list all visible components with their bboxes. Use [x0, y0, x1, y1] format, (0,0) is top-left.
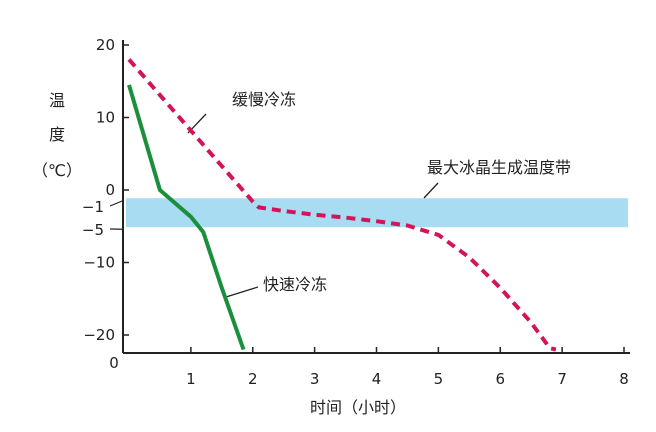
y-tick-label: −10 — [83, 254, 115, 272]
axes-layer — [109, 40, 630, 354]
x-tick-label: 1 — [186, 370, 196, 388]
series-layer — [127, 58, 557, 352]
y-tick-label: 20 — [96, 36, 115, 54]
fast-freeze-label: 快速冷冻 — [263, 275, 327, 294]
x-tick-label: 7 — [557, 370, 567, 388]
x-tick-label: 3 — [310, 370, 320, 388]
y-tick-label: −20 — [83, 326, 115, 344]
y-axis-label: 温 — [49, 91, 65, 110]
x-tick-label: 6 — [495, 370, 505, 388]
fast-freeze-line — [127, 84, 246, 351]
x-tick-label: 4 — [372, 370, 382, 388]
x-tick-label: 8 — [619, 370, 629, 388]
fast-freeze-leader — [225, 286, 259, 298]
origin-label: 0 — [109, 354, 119, 372]
y-axis-label: 度 — [49, 125, 65, 144]
x-tick-label: 5 — [434, 370, 444, 388]
band-label: 最大冰晶生成温度带 — [427, 158, 571, 177]
y-tick-label: 0 — [105, 181, 115, 199]
labels-layer: 20 10 0 −10 −20 −1 −5 1 2 3 4 5 6 7 8 0 时间（小时） 温度 （℃） 缓慢冷冻快… — [32, 36, 629, 417]
y-extra-label: −5 — [82, 221, 104, 239]
slow-freeze-line — [127, 58, 557, 352]
y-tick-label: 10 — [96, 109, 115, 127]
slow-freeze-label: 缓慢冷冻 — [232, 90, 296, 109]
x-axis-label: 时间（小时） — [310, 398, 406, 417]
band-leader — [423, 182, 439, 199]
y-extra-label: −1 — [82, 198, 104, 216]
y-extra-leader — [109, 199, 125, 207]
y-axis-label: （℃） — [32, 161, 82, 180]
x-tick-label: 2 — [248, 370, 258, 388]
